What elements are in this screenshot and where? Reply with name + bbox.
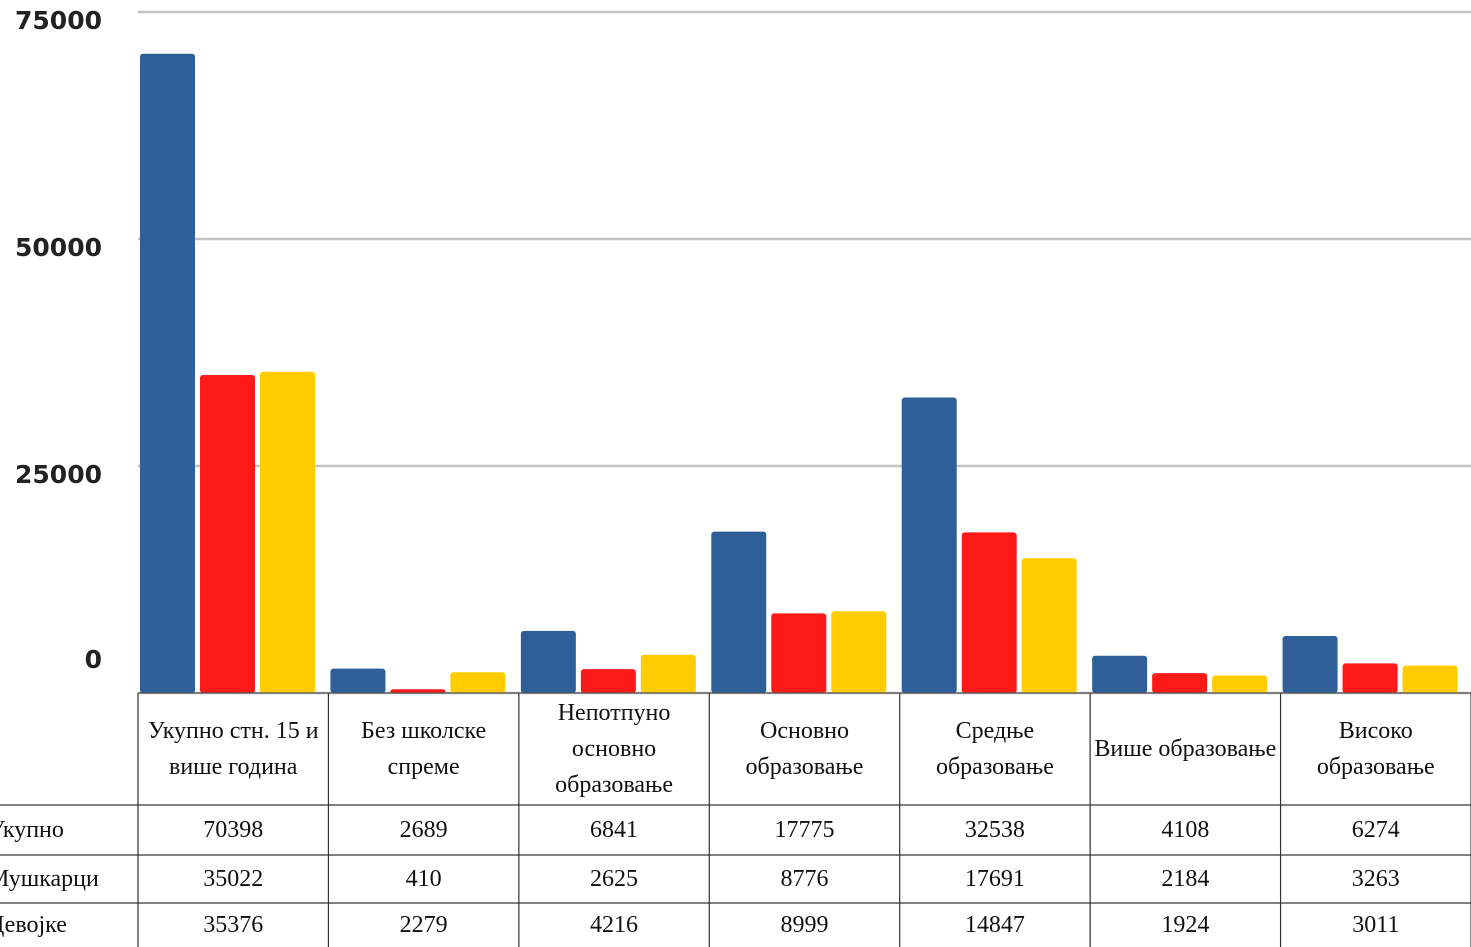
column-header: Основно образовање bbox=[745, 718, 864, 780]
bar bbox=[1092, 655, 1148, 693]
bar bbox=[200, 375, 255, 693]
table-cell: 70398 bbox=[203, 817, 264, 843]
column-header: Непотпуно основно образовање bbox=[555, 700, 673, 798]
table-cell: 35022 bbox=[203, 866, 264, 892]
table-cell: 32538 bbox=[964, 817, 1025, 843]
table-cell: 8776 bbox=[780, 866, 829, 892]
table-cell: 35376 bbox=[203, 912, 264, 938]
table-cell: 6274 bbox=[1351, 817, 1400, 843]
y-tick-label: 25000 bbox=[15, 460, 102, 489]
bar bbox=[961, 532, 1017, 693]
bar bbox=[520, 630, 576, 693]
table-cell: 2689 bbox=[399, 817, 448, 843]
table-cell: 17775 bbox=[774, 817, 835, 843]
table-cell: 4108 bbox=[1161, 817, 1210, 843]
bar bbox=[711, 531, 767, 693]
table-cell: 8999 bbox=[780, 912, 829, 938]
table-cell: 14847 bbox=[964, 912, 1025, 938]
y-tick-label: 50000 bbox=[15, 233, 102, 262]
table-cell: 4216 bbox=[590, 912, 639, 938]
bar bbox=[640, 654, 696, 693]
column-header: Укупно стн. 15 и више година bbox=[147, 718, 319, 780]
bar bbox=[1342, 663, 1398, 693]
column-header: Без школске спреме bbox=[361, 718, 487, 780]
bar bbox=[140, 53, 195, 694]
bar bbox=[1021, 558, 1077, 693]
row-label: Укупно bbox=[0, 816, 64, 843]
bar bbox=[901, 397, 957, 693]
bar bbox=[390, 689, 446, 693]
bar bbox=[580, 669, 636, 693]
column-header: Високо образовање bbox=[1316, 718, 1435, 780]
y-tick-label: 0 bbox=[85, 645, 102, 674]
bar bbox=[1212, 675, 1268, 693]
table-cell: 3011 bbox=[1352, 912, 1400, 938]
table-cell: 6841 bbox=[590, 817, 639, 843]
table-cell: 2625 bbox=[590, 866, 639, 892]
bar bbox=[260, 371, 315, 693]
row-label: Девојке bbox=[0, 911, 67, 938]
column-header: Више образовање bbox=[1094, 736, 1277, 762]
table-cell: 2279 bbox=[399, 912, 448, 938]
table-cell: 1924 bbox=[1161, 912, 1210, 938]
table-cell: 17691 bbox=[964, 866, 1025, 892]
table-cell: 2184 bbox=[1161, 866, 1210, 892]
row-label: Мушкарци bbox=[0, 865, 99, 892]
bar bbox=[1402, 665, 1458, 693]
bar bbox=[1282, 636, 1338, 693]
table-cell: 3263 bbox=[1351, 866, 1400, 892]
table-cell: 410 bbox=[405, 866, 442, 892]
y-tick-label: 75000 bbox=[15, 6, 102, 35]
bar bbox=[831, 611, 887, 693]
bar bbox=[771, 613, 827, 693]
bar bbox=[330, 668, 386, 693]
column-header: Средње образовање bbox=[935, 718, 1054, 780]
bar bbox=[1152, 673, 1208, 693]
bar bbox=[450, 672, 506, 693]
